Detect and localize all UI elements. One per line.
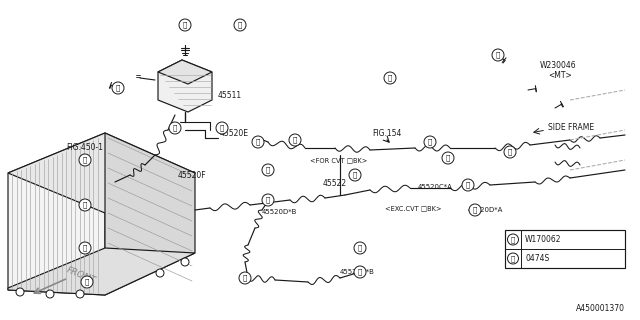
Text: ②: ② — [183, 22, 187, 28]
Text: ①: ① — [243, 275, 247, 281]
Text: ①: ① — [83, 157, 87, 163]
Text: 45520D*B: 45520D*B — [262, 209, 298, 215]
Polygon shape — [8, 248, 195, 295]
Text: ②: ② — [511, 255, 515, 262]
Text: A450001370: A450001370 — [576, 304, 625, 313]
Text: ①: ① — [220, 125, 224, 131]
Text: 45520D*A: 45520D*A — [468, 207, 504, 213]
Circle shape — [462, 179, 474, 191]
Circle shape — [179, 19, 191, 31]
Text: ①: ① — [358, 269, 362, 275]
Circle shape — [349, 169, 361, 181]
Text: ②: ② — [353, 172, 357, 178]
Text: 0474S: 0474S — [525, 254, 549, 263]
Bar — [505, 230, 625, 268]
Text: 45520C*A: 45520C*A — [418, 184, 453, 190]
Circle shape — [46, 290, 54, 298]
Circle shape — [81, 276, 93, 288]
Text: 45520F: 45520F — [178, 171, 207, 180]
Circle shape — [156, 269, 164, 277]
Circle shape — [354, 242, 366, 254]
Text: ②: ② — [496, 52, 500, 58]
Text: W170062: W170062 — [525, 235, 561, 244]
Circle shape — [239, 272, 251, 284]
Text: ①: ① — [256, 139, 260, 145]
Circle shape — [216, 122, 228, 134]
Text: ①: ① — [85, 279, 89, 285]
Text: ①: ① — [83, 202, 87, 208]
Text: ①: ① — [83, 245, 87, 251]
Circle shape — [384, 72, 396, 84]
Circle shape — [508, 234, 518, 245]
Text: FIG.154: FIG.154 — [372, 129, 401, 138]
Circle shape — [76, 290, 84, 298]
Circle shape — [289, 134, 301, 146]
Text: ①: ① — [473, 207, 477, 213]
Text: ①: ① — [358, 245, 362, 251]
Circle shape — [169, 122, 181, 134]
Text: ①: ① — [293, 137, 297, 143]
Text: ①: ① — [266, 197, 270, 203]
Circle shape — [181, 258, 189, 266]
Circle shape — [252, 136, 264, 148]
Text: 45520C*B: 45520C*B — [340, 269, 375, 275]
Text: ①: ① — [508, 149, 512, 155]
Polygon shape — [8, 133, 195, 213]
Circle shape — [469, 204, 481, 216]
Text: 45520E: 45520E — [220, 130, 249, 139]
Text: W230046: W230046 — [540, 61, 577, 70]
Polygon shape — [8, 133, 105, 295]
Text: 45511: 45511 — [218, 91, 242, 100]
Circle shape — [16, 288, 24, 296]
Text: ①: ① — [266, 167, 270, 173]
Circle shape — [442, 152, 454, 164]
Circle shape — [262, 194, 274, 206]
Polygon shape — [158, 60, 212, 112]
Circle shape — [508, 253, 518, 264]
Polygon shape — [105, 133, 195, 295]
Text: ②: ② — [388, 75, 392, 81]
Text: ②: ② — [238, 22, 242, 28]
Text: FRONT: FRONT — [65, 265, 97, 285]
Text: <MT>: <MT> — [548, 71, 572, 80]
Text: 45522: 45522 — [323, 179, 347, 188]
Circle shape — [79, 154, 91, 166]
Text: ①: ① — [446, 155, 450, 161]
Circle shape — [504, 146, 516, 158]
Text: ①: ① — [466, 182, 470, 188]
Text: SIDE FRAME: SIDE FRAME — [548, 124, 594, 132]
Text: ①: ① — [428, 139, 432, 145]
Text: ①: ① — [173, 125, 177, 131]
Circle shape — [79, 199, 91, 211]
Circle shape — [112, 82, 124, 94]
Circle shape — [234, 19, 246, 31]
Polygon shape — [158, 60, 212, 84]
Circle shape — [79, 242, 91, 254]
Text: ①: ① — [511, 236, 515, 243]
Text: FIG.450-1: FIG.450-1 — [67, 142, 104, 151]
Circle shape — [424, 136, 436, 148]
Text: <EXC.CVT □BK>: <EXC.CVT □BK> — [385, 205, 442, 211]
Text: <FOR CVT □BK>: <FOR CVT □BK> — [310, 157, 367, 163]
Circle shape — [262, 164, 274, 176]
Circle shape — [354, 266, 366, 278]
Text: ②: ② — [116, 85, 120, 91]
Circle shape — [492, 49, 504, 61]
